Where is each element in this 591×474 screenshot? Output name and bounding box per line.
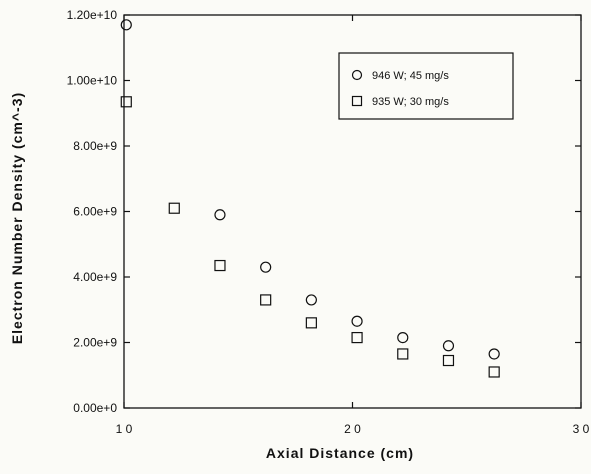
series-2-point xyxy=(214,259,226,272)
data-points xyxy=(120,19,500,378)
series-2-point xyxy=(397,348,409,360)
y-tick-label: 8.00e+9 xyxy=(73,139,117,153)
series-2-point xyxy=(305,317,317,329)
series-1-point xyxy=(442,340,455,352)
x-tick-label: 3 0 xyxy=(573,422,590,436)
y-tick-label: 4.00e+9 xyxy=(73,270,117,284)
series-1-point xyxy=(120,19,132,31)
series-2-point xyxy=(442,354,455,367)
y-axis-ticks: 0.00e+0 2.00e+9 4.00e+9 6.00e+9 8.00e+9 1.00e… xyxy=(67,8,581,415)
x-tick-label: 1 0 xyxy=(116,422,133,436)
x-tick-label: 2 0 xyxy=(344,422,361,436)
series-1-point xyxy=(397,331,409,344)
series-1-point xyxy=(351,315,363,327)
series-1-point xyxy=(488,348,500,360)
y-tick-label: 1.20e+10 xyxy=(67,8,118,22)
y-tick-label: 0.00e+0 xyxy=(73,401,117,415)
y-axis-title: Electron Number Density (cm^-3) xyxy=(9,92,25,344)
series-1-point xyxy=(305,294,317,306)
x-axis-title: Axial Distance (cm) xyxy=(266,445,414,461)
y-tick-label: 2.00e+9 xyxy=(73,336,117,350)
legend-box xyxy=(338,52,514,120)
y-tick-label: 1.00e+10 xyxy=(67,74,118,88)
series-1-point xyxy=(260,261,272,273)
series-2-point xyxy=(351,331,363,344)
legend-label: 935 W; 30 mg/s xyxy=(372,96,449,108)
legend: 946 W; 45 mg/s 935 W; 30 mg/s xyxy=(338,52,514,120)
series-1-point xyxy=(214,209,226,221)
series-2-point xyxy=(168,202,180,214)
series-2-point xyxy=(120,96,132,108)
x-axis-ticks: 1 0 2 0 3 0 xyxy=(116,15,590,436)
legend-marker-square xyxy=(351,95,363,107)
series-2-point xyxy=(260,294,272,306)
series-2-point xyxy=(488,366,500,378)
y-tick-label: 6.00e+9 xyxy=(73,205,117,219)
legend-label: 946 W; 45 mg/s xyxy=(372,70,449,82)
legend-marker-circle xyxy=(351,69,363,81)
